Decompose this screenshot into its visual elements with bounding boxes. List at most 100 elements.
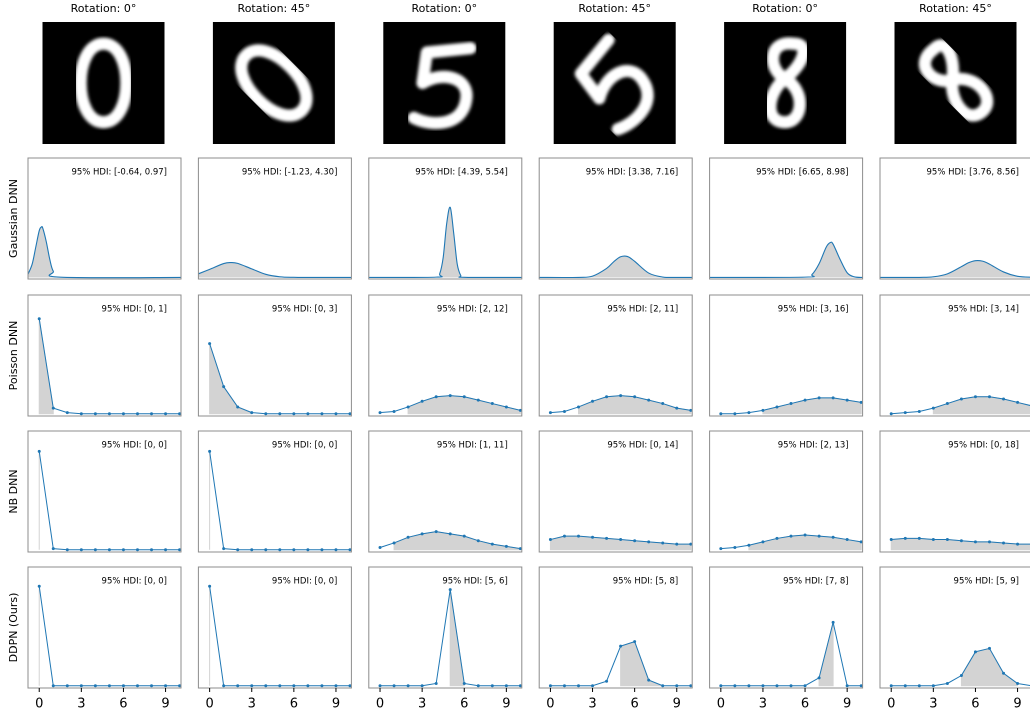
pmf-point: [918, 537, 921, 540]
pmf-point: [1016, 682, 1019, 685]
hdi-shade: [621, 642, 663, 686]
figure: Rotation: 0° Rotation: 45° Rotation: 0° Rot…: [0, 0, 1030, 715]
pmf-point: [449, 532, 452, 535]
x-tick-label: 6: [631, 697, 639, 712]
pmf-point: [605, 395, 608, 398]
column-title: Rotation: 0°: [752, 2, 818, 15]
pmf-point: [733, 546, 736, 549]
pmf-point: [108, 548, 111, 551]
pmf-point: [846, 538, 849, 541]
hdi-shade: [961, 648, 1017, 685]
hdi-annotation: 95% HDI: [0, 0]: [272, 441, 337, 451]
hdi-annotation: 95% HDI: [2, 11]: [607, 305, 678, 315]
hdi-annotation: 95% HDI: [0, 0]: [272, 577, 337, 587]
pmf-point: [435, 395, 438, 398]
column-title: Rotation: 45°: [919, 2, 992, 15]
pmf-point: [94, 548, 97, 551]
pmf-point: [463, 682, 466, 685]
digit-images: [43, 22, 1017, 144]
pmf-point: [549, 684, 552, 687]
pmf-point: [122, 548, 125, 551]
hdi-shade: [210, 344, 252, 414]
pmf-point: [38, 585, 41, 588]
hdi-annotation: 95% HDI: [2, 12]: [437, 305, 508, 315]
pmf-point: [278, 684, 281, 687]
pmf-point: [236, 684, 239, 687]
column-title: Rotation: 45°: [238, 2, 311, 15]
pmf-point: [719, 684, 722, 687]
pmf-point: [407, 405, 410, 408]
column-title: Rotation: 0°: [71, 2, 137, 15]
pmf-point: [136, 548, 139, 551]
pmf-point: [250, 548, 253, 551]
pmf-point: [407, 536, 410, 539]
pmf-point: [94, 412, 97, 415]
pmf-point: [208, 342, 211, 345]
pmf-line: [39, 586, 179, 686]
hdi-annotation: 95% HDI: [0, 1]: [102, 305, 167, 315]
pmf-point: [463, 535, 466, 538]
x-tick-label: 0: [717, 697, 725, 712]
pmf-point: [747, 684, 750, 687]
pmf-point: [1002, 398, 1005, 401]
pmf-point: [491, 402, 494, 405]
pmf-point: [761, 540, 764, 543]
pmf-point: [136, 412, 139, 415]
pmf-point: [164, 412, 167, 415]
pmf-point: [334, 684, 337, 687]
hdi-shade: [579, 396, 691, 414]
x-tick-label: 6: [801, 697, 809, 712]
pmf-point: [790, 684, 793, 687]
pmf-point: [832, 396, 835, 399]
pmf-point: [264, 412, 267, 415]
pmf-point: [633, 395, 636, 398]
pmf-point: [946, 402, 949, 405]
digit-image: [213, 22, 335, 144]
digit-image: [724, 22, 846, 144]
pmf-point: [832, 536, 835, 539]
hdi-annotation: 95% HDI: [3.38, 7.16]: [586, 168, 679, 178]
pmf-point: [577, 535, 580, 538]
pmf-point: [320, 412, 323, 415]
pmf-point: [108, 684, 111, 687]
pmf-point: [832, 621, 835, 624]
x-tick-label: 9: [1013, 697, 1021, 712]
pmf-point: [605, 680, 608, 683]
pmf-point: [150, 684, 153, 687]
pmf-point: [80, 684, 83, 687]
pmf-point: [775, 684, 778, 687]
x-tick-label: 6: [119, 697, 127, 712]
x-tick-label: 3: [248, 697, 256, 712]
pmf-point: [491, 684, 494, 687]
pmf-line: [39, 451, 179, 549]
x-tick-label: 0: [205, 697, 213, 712]
x-tick-label: 9: [161, 697, 169, 712]
pmf-point: [435, 682, 438, 685]
row-label: Gaussian DNN: [7, 179, 20, 258]
pmf-point: [306, 684, 309, 687]
x-tick-label: 6: [290, 697, 298, 712]
pmf-point: [904, 537, 907, 540]
pmf-point: [164, 684, 167, 687]
hdi-annotation: 95% HDI: [4.39, 5.54]: [415, 168, 508, 178]
pmf-point: [320, 548, 323, 551]
pmf-point: [334, 412, 337, 415]
column-title: Rotation: 45°: [578, 2, 651, 15]
pmf-point: [633, 539, 636, 542]
pmf-point: [449, 588, 452, 591]
x-tick-label: 0: [35, 697, 43, 712]
pmf-point: [306, 548, 309, 551]
pmf-point: [250, 411, 253, 414]
pmf-point: [974, 395, 977, 398]
x-tick-label: 9: [502, 697, 510, 712]
x-tick-label: 9: [332, 697, 340, 712]
pmf-point: [164, 548, 167, 551]
x-tick-label: 3: [759, 697, 767, 712]
pmf-point: [790, 402, 793, 405]
pmf-point: [38, 450, 41, 453]
pmf-point: [292, 684, 295, 687]
digit-image: [554, 22, 676, 144]
pmf-point: [264, 684, 267, 687]
pmf-point: [150, 548, 153, 551]
pmf-point: [1002, 672, 1005, 675]
